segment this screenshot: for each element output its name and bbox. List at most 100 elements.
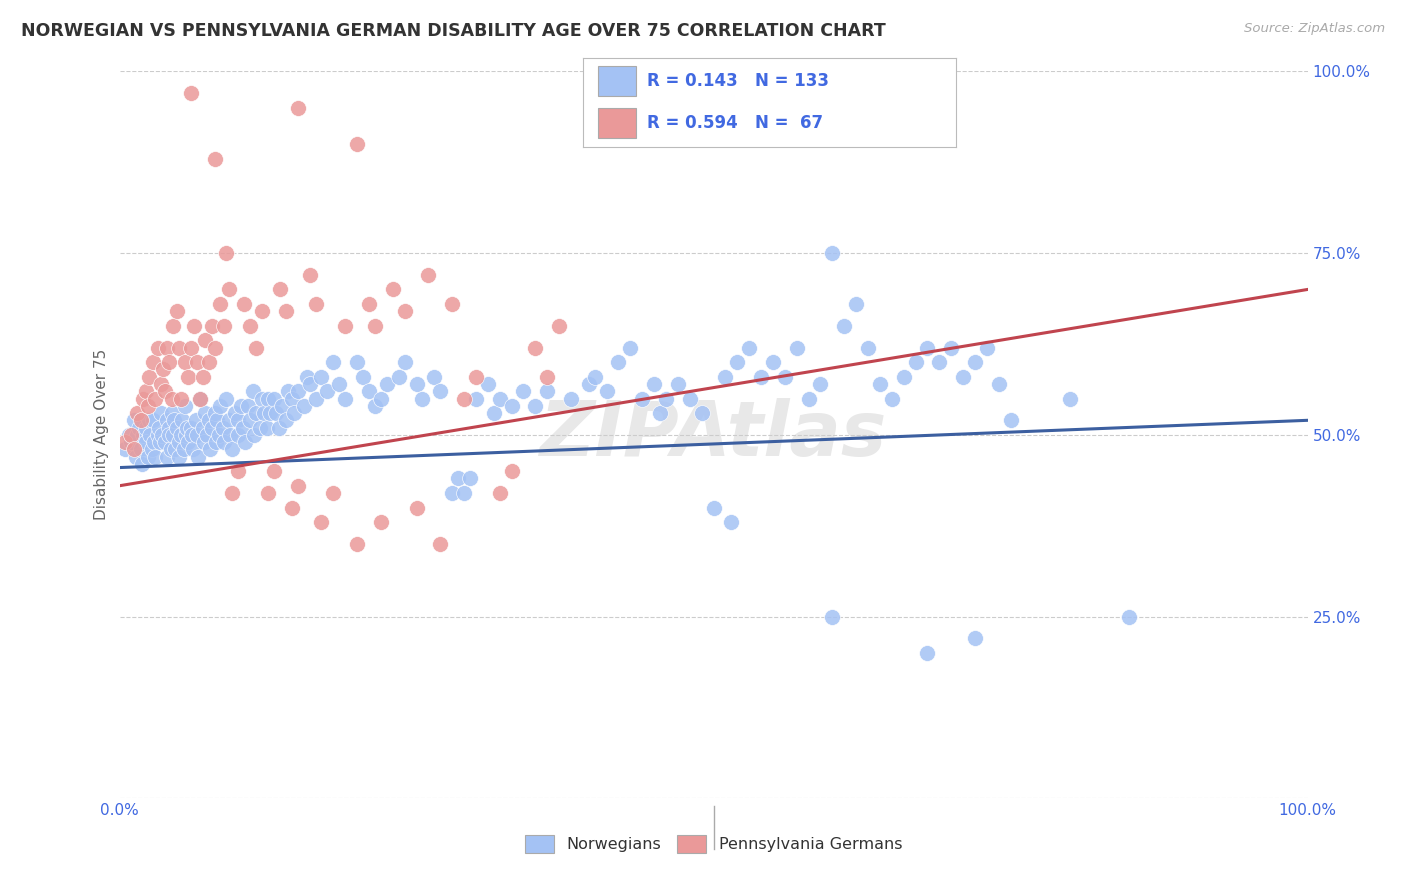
Point	[120, 428, 142, 442]
Point	[810, 376, 832, 391]
Point	[236, 399, 259, 413]
Point	[263, 464, 285, 478]
Point	[524, 399, 547, 413]
Point	[418, 268, 440, 282]
Point	[524, 341, 547, 355]
Point	[143, 392, 166, 406]
Point	[194, 406, 217, 420]
Point	[405, 376, 427, 391]
Point	[127, 428, 149, 442]
Point	[221, 486, 243, 500]
Point	[595, 384, 617, 399]
Point	[287, 101, 309, 115]
Point	[180, 420, 202, 434]
Point	[114, 442, 136, 457]
Point	[242, 384, 264, 399]
Point	[257, 392, 280, 406]
Point	[150, 428, 173, 442]
Point	[786, 341, 808, 355]
Point	[212, 435, 235, 450]
Point	[928, 355, 950, 369]
Point	[132, 392, 155, 406]
Point	[464, 392, 488, 406]
Point	[720, 515, 742, 529]
Point	[917, 341, 939, 355]
Point	[250, 392, 273, 406]
Point	[453, 392, 475, 406]
Point	[631, 392, 654, 406]
Point	[197, 428, 219, 442]
Point	[482, 406, 505, 420]
Point	[316, 384, 339, 399]
Point	[578, 376, 600, 391]
Point	[1118, 609, 1140, 624]
Point	[394, 355, 416, 369]
Point	[679, 392, 702, 406]
Point	[311, 515, 333, 529]
Point	[129, 442, 152, 457]
Text: R = 0.143   N = 133: R = 0.143 N = 133	[647, 72, 828, 90]
Point	[423, 369, 446, 384]
Point	[136, 399, 159, 413]
Point	[198, 442, 221, 457]
Point	[1000, 413, 1022, 427]
Point	[135, 384, 157, 399]
Point	[143, 435, 166, 450]
Point	[204, 152, 226, 166]
Point	[204, 435, 226, 450]
Point	[856, 341, 879, 355]
Point	[250, 304, 273, 318]
Point	[643, 376, 665, 391]
Point	[219, 428, 242, 442]
Point	[224, 406, 246, 420]
Point	[725, 355, 748, 369]
Point	[167, 341, 190, 355]
Point	[304, 392, 326, 406]
Point	[127, 406, 149, 420]
Point	[281, 392, 304, 406]
Point	[232, 420, 254, 434]
Point	[257, 486, 280, 500]
Point	[122, 413, 145, 427]
Point	[256, 420, 278, 434]
Point	[153, 435, 176, 450]
Point	[987, 376, 1010, 391]
Point	[239, 318, 262, 333]
Point	[212, 318, 235, 333]
Point	[132, 428, 155, 442]
Point	[157, 428, 180, 442]
Point	[142, 355, 165, 369]
Point	[150, 406, 173, 420]
Point	[148, 420, 170, 434]
Point	[298, 376, 321, 391]
Point	[388, 369, 411, 384]
Point	[183, 318, 205, 333]
Point	[1059, 392, 1081, 406]
Point	[370, 515, 392, 529]
Point	[963, 632, 986, 646]
Point	[335, 392, 357, 406]
Point	[153, 384, 176, 399]
Point	[453, 486, 475, 500]
FancyBboxPatch shape	[599, 108, 636, 138]
Point	[381, 283, 404, 297]
Point	[163, 413, 186, 427]
Point	[233, 297, 256, 311]
Point	[181, 428, 204, 442]
Point	[952, 369, 974, 384]
Point	[370, 392, 392, 406]
Point	[304, 297, 326, 311]
Point	[267, 420, 290, 434]
Point	[146, 428, 169, 442]
Point	[441, 297, 464, 311]
Point	[149, 435, 172, 450]
Point	[298, 268, 321, 282]
Point	[648, 406, 671, 420]
Point	[209, 297, 232, 311]
Point	[159, 442, 181, 457]
Point	[239, 413, 262, 427]
Point	[322, 486, 344, 500]
Point	[191, 369, 214, 384]
Point	[963, 355, 986, 369]
Point	[235, 435, 257, 450]
